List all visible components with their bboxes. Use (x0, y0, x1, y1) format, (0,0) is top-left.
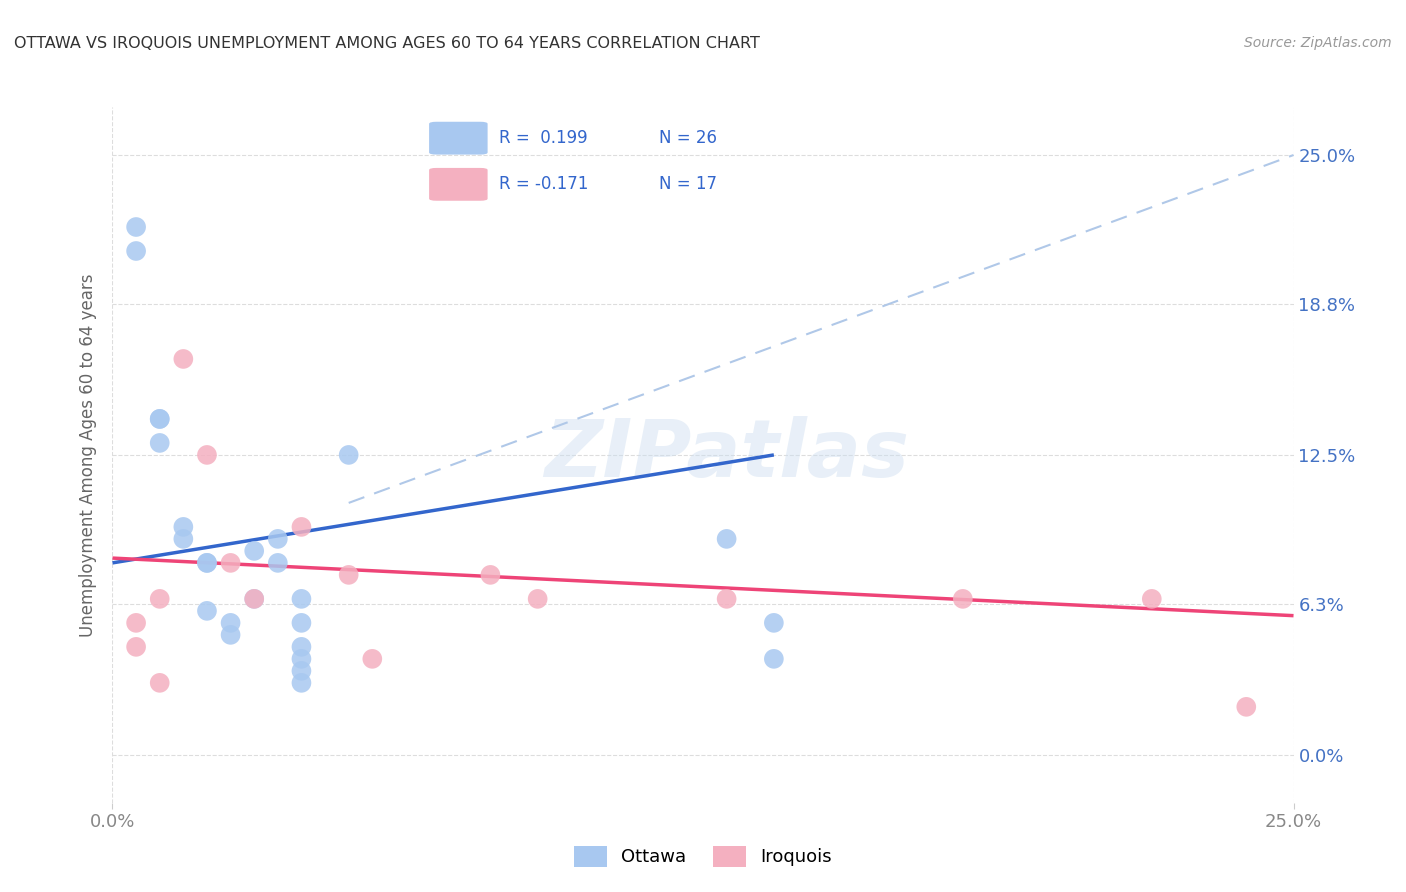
Point (125, 219, 148, 234)
Text: N = 26: N = 26 (659, 129, 717, 147)
Point (479, 567, 502, 582)
Point (243, 591, 266, 606)
Point (361, 652, 384, 666)
FancyBboxPatch shape (429, 122, 488, 154)
Point (337, 448, 360, 462)
Point (195, 556, 218, 570)
Text: R =  0.199: R = 0.199 (499, 129, 588, 147)
Point (337, 567, 360, 582)
Text: OTTAWA VS IROQUOIS UNEMPLOYMENT AMONG AGES 60 TO 64 YEARS CORRELATION CHART: OTTAWA VS IROQUOIS UNEMPLOYMENT AMONG AG… (14, 36, 759, 51)
Text: Source: ZipAtlas.com: Source: ZipAtlas.com (1244, 36, 1392, 50)
Point (762, 615, 785, 630)
Point (195, 556, 218, 570)
Point (526, 591, 548, 606)
Text: N = 17: N = 17 (659, 176, 717, 194)
Point (267, 556, 290, 570)
Point (1140, 591, 1163, 606)
Point (149, 412, 172, 426)
Point (267, 532, 290, 546)
Point (290, 615, 312, 630)
Point (149, 412, 172, 426)
Point (716, 591, 738, 606)
Y-axis label: Unemployment Among Ages 60 to 64 years: Unemployment Among Ages 60 to 64 years (79, 273, 97, 637)
Point (149, 591, 172, 606)
Point (172, 532, 194, 546)
Point (290, 676, 312, 690)
Point (219, 615, 242, 630)
Point (290, 520, 312, 534)
Point (195, 448, 218, 462)
Point (195, 604, 218, 618)
Legend: Ottawa, Iroquois: Ottawa, Iroquois (567, 838, 839, 874)
Point (243, 591, 266, 606)
Text: R = -0.171: R = -0.171 (499, 176, 588, 194)
Point (290, 591, 312, 606)
Point (172, 520, 194, 534)
Point (172, 351, 194, 366)
Point (125, 244, 148, 258)
Point (290, 664, 312, 678)
Point (290, 640, 312, 654)
Point (1234, 699, 1257, 714)
Point (149, 436, 172, 450)
FancyBboxPatch shape (429, 168, 488, 201)
Point (219, 556, 242, 570)
Point (125, 640, 148, 654)
Point (762, 652, 785, 666)
Point (952, 591, 974, 606)
Point (243, 544, 266, 558)
Point (219, 628, 242, 642)
Point (290, 652, 312, 666)
Point (149, 676, 172, 690)
Point (716, 532, 738, 546)
Point (125, 615, 148, 630)
Text: ZIPatlas: ZIPatlas (544, 416, 910, 494)
